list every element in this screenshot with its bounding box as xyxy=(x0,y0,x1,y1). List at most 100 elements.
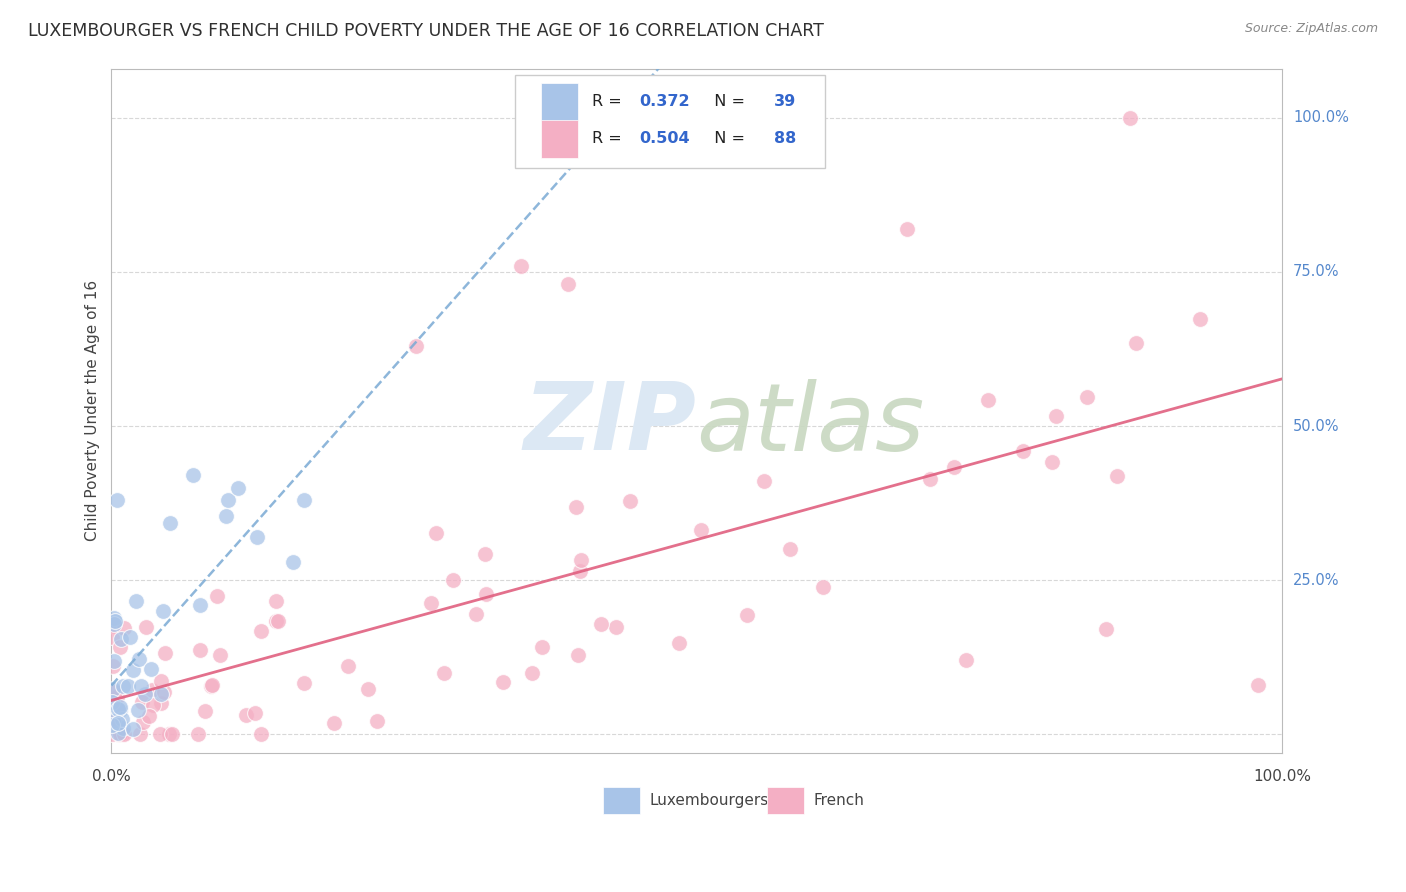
Point xyxy=(205,589,228,603)
Point xyxy=(150,696,173,710)
Point xyxy=(1188,311,1211,326)
Point xyxy=(531,640,554,655)
Point xyxy=(215,509,238,524)
Point xyxy=(266,594,288,608)
Point xyxy=(153,646,176,660)
Point xyxy=(122,722,145,736)
Point xyxy=(510,259,533,273)
Point xyxy=(557,277,579,292)
Point xyxy=(292,676,315,690)
Point xyxy=(105,690,128,704)
Point xyxy=(1012,444,1035,458)
Text: N =: N = xyxy=(703,95,749,110)
Point xyxy=(217,493,239,508)
Text: 100.0%: 100.0% xyxy=(1294,111,1348,126)
Point xyxy=(103,682,125,697)
Point xyxy=(441,573,464,587)
Point xyxy=(152,604,174,618)
Point xyxy=(567,648,589,663)
Text: 0.0%: 0.0% xyxy=(91,770,131,784)
Point xyxy=(131,695,153,709)
Point xyxy=(110,727,132,741)
Point xyxy=(619,493,641,508)
Point xyxy=(104,684,127,698)
Point xyxy=(1125,336,1147,351)
Point xyxy=(1095,623,1118,637)
Point xyxy=(134,687,156,701)
Point xyxy=(200,679,222,693)
Point xyxy=(110,632,132,646)
Point xyxy=(605,620,627,634)
Point xyxy=(405,339,427,353)
Point xyxy=(565,500,588,514)
Point xyxy=(266,614,288,628)
Point xyxy=(101,695,124,709)
FancyBboxPatch shape xyxy=(603,787,641,814)
Point xyxy=(100,718,122,732)
Point xyxy=(111,727,134,741)
FancyBboxPatch shape xyxy=(541,120,578,158)
Point xyxy=(976,393,998,408)
Point xyxy=(754,474,776,488)
Point xyxy=(1247,678,1270,692)
Point xyxy=(108,703,131,717)
Point xyxy=(103,714,125,729)
Point xyxy=(149,727,172,741)
Point xyxy=(103,611,125,625)
Text: ZIP: ZIP xyxy=(524,378,696,470)
Point xyxy=(250,727,273,741)
Point xyxy=(425,525,447,540)
Text: 100.0%: 100.0% xyxy=(1253,770,1310,784)
Point xyxy=(474,547,496,561)
Point xyxy=(250,624,273,638)
Point xyxy=(209,648,232,662)
Point xyxy=(243,706,266,720)
Point xyxy=(132,714,155,729)
Point xyxy=(420,596,443,610)
Point xyxy=(103,654,125,668)
Point xyxy=(142,698,165,712)
Point xyxy=(281,555,304,569)
Point xyxy=(107,716,129,731)
FancyBboxPatch shape xyxy=(541,83,578,120)
Point xyxy=(107,725,129,739)
Point xyxy=(110,640,132,654)
Point xyxy=(474,587,496,601)
Point xyxy=(187,727,209,741)
Point xyxy=(141,682,163,697)
Point xyxy=(104,614,127,628)
Point xyxy=(159,516,181,530)
Point xyxy=(366,714,388,728)
Point xyxy=(226,481,249,495)
Point xyxy=(128,652,150,666)
Point xyxy=(139,662,162,676)
Point xyxy=(235,708,257,723)
Point xyxy=(183,468,205,483)
Point xyxy=(292,493,315,508)
Point xyxy=(689,524,711,538)
Point xyxy=(492,675,515,690)
Point xyxy=(1107,468,1129,483)
Point xyxy=(107,727,129,741)
Point xyxy=(111,680,134,694)
Text: R =: R = xyxy=(592,131,627,146)
Point xyxy=(569,553,592,567)
Point xyxy=(465,607,488,621)
FancyBboxPatch shape xyxy=(515,75,825,168)
Point xyxy=(188,598,211,612)
Point xyxy=(194,705,217,719)
Point xyxy=(111,721,134,735)
Text: N =: N = xyxy=(703,131,749,146)
Point xyxy=(101,727,124,741)
Point xyxy=(520,666,543,681)
Point xyxy=(129,679,152,693)
Point xyxy=(1040,455,1063,469)
Text: 88: 88 xyxy=(773,131,796,146)
Point xyxy=(433,666,456,681)
Point xyxy=(120,630,142,644)
Text: 0.504: 0.504 xyxy=(640,131,690,146)
Point xyxy=(201,678,224,692)
Point xyxy=(103,616,125,631)
Point xyxy=(569,565,592,579)
Text: atlas: atlas xyxy=(696,379,925,470)
